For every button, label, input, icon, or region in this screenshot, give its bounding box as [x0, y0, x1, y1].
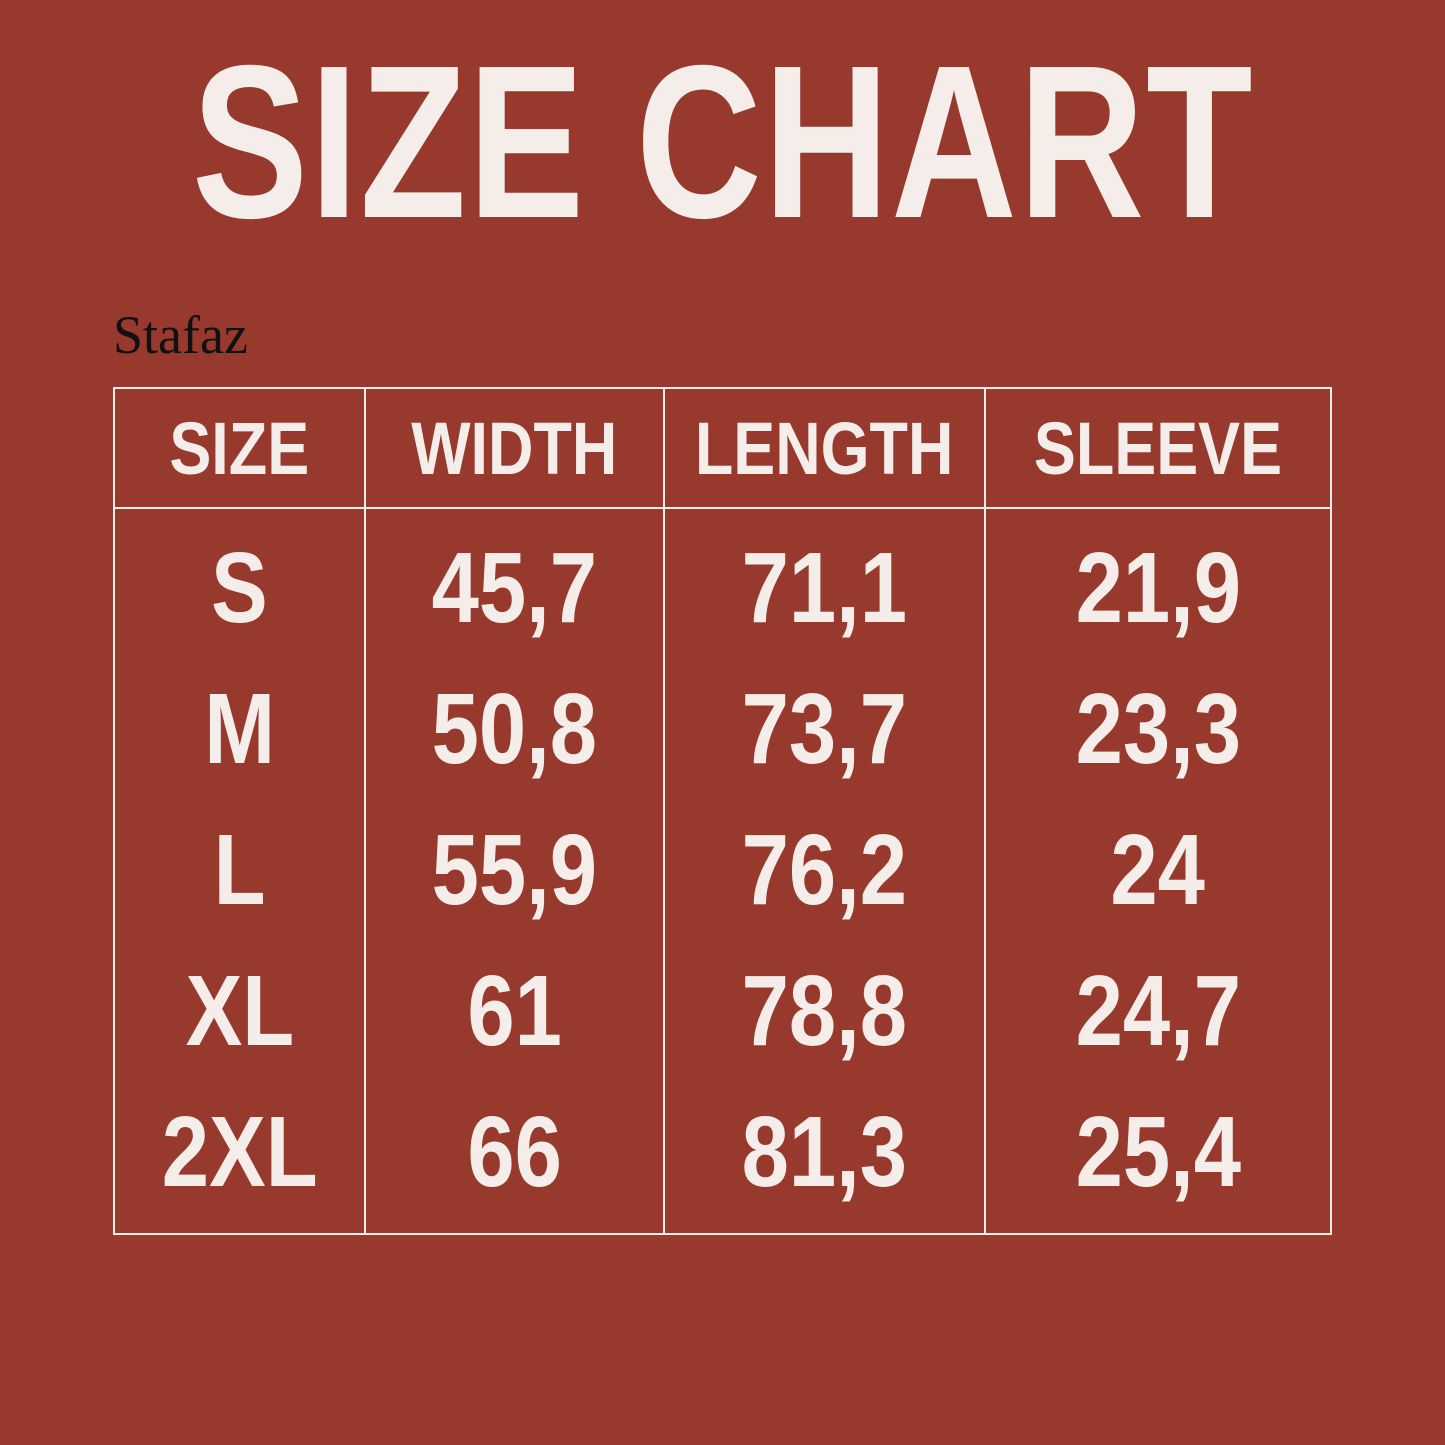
cell-value: XL	[185, 955, 294, 1068]
brand-logo: Stafaz	[113, 305, 248, 365]
table-cell: 24,7	[1061, 951, 1256, 1071]
cell-value: 25,4	[1075, 1096, 1241, 1209]
table-cell: 24	[1102, 810, 1213, 930]
cell-value: 81,3	[741, 1096, 908, 1209]
width-column: 45,7 50,8 55,9 61 66	[366, 509, 665, 1233]
cell-value: S	[211, 531, 268, 644]
page-title: SIZE CHART	[0, 28, 1445, 258]
table-cell: 23,3	[1061, 669, 1256, 789]
cell-value: L	[213, 813, 266, 926]
cell-value: 71,1	[741, 531, 908, 644]
table-cell: 25,4	[1061, 1092, 1256, 1212]
cell-value: 66	[467, 1096, 562, 1209]
cell-value: 55,9	[431, 813, 598, 926]
table-cell: 55,9	[417, 810, 612, 930]
cell-value: 76,2	[741, 813, 908, 926]
length-column: 71,1 73,7 76,2 78,8 81,3	[665, 509, 986, 1233]
table-cell: L	[209, 810, 270, 930]
header-sleeve: SLEEVE	[986, 389, 1330, 509]
table-cell: 81,3	[727, 1092, 922, 1212]
cell-value: 61	[467, 955, 562, 1068]
table-cell: 76,2	[727, 810, 922, 930]
cell-value: 24	[1110, 813, 1206, 926]
table-cell: 78,8	[727, 951, 922, 1071]
cell-value: 73,7	[741, 672, 908, 785]
cell-value: 2XL	[161, 1096, 318, 1209]
sleeve-column: 21,9 23,3 24 24,7 25,4	[986, 509, 1330, 1233]
cell-value: 78,8	[741, 955, 908, 1068]
header-label: SIZE	[169, 406, 310, 490]
cell-value: 24,7	[1075, 955, 1241, 1068]
table-cell: 45,7	[417, 528, 612, 648]
cell-value: M	[204, 672, 275, 785]
title-text: SIZE CHART	[191, 21, 1254, 264]
table-cell: XL	[176, 951, 304, 1071]
cell-value: 50,8	[431, 672, 598, 785]
header-label: SLEEVE	[1033, 406, 1283, 490]
table-cell: 71,1	[727, 528, 922, 648]
header-label: LENGTH	[695, 406, 954, 490]
size-table: SIZE WIDTH LENGTH SLEEVE S M L XL 2XL 45,7 50…	[113, 387, 1332, 1235]
table-cell: M	[198, 669, 281, 789]
header-size: SIZE	[115, 389, 366, 509]
cell-value: 21,9	[1075, 531, 1241, 644]
table-cell: 66	[459, 1092, 570, 1212]
table-cell: 21,9	[1061, 528, 1256, 648]
table-cell: 2XL	[148, 1092, 331, 1212]
cell-value: 23,3	[1075, 672, 1241, 785]
table-cell: S	[206, 528, 273, 648]
header-label: WIDTH	[411, 406, 618, 490]
header-width: WIDTH	[366, 389, 665, 509]
table-cell: 50,8	[417, 669, 612, 789]
header-length: LENGTH	[665, 389, 986, 509]
table-cell: 61	[459, 951, 570, 1071]
size-column: S M L XL 2XL	[115, 509, 366, 1233]
cell-value: 45,7	[431, 531, 598, 644]
table-cell: 73,7	[727, 669, 922, 789]
